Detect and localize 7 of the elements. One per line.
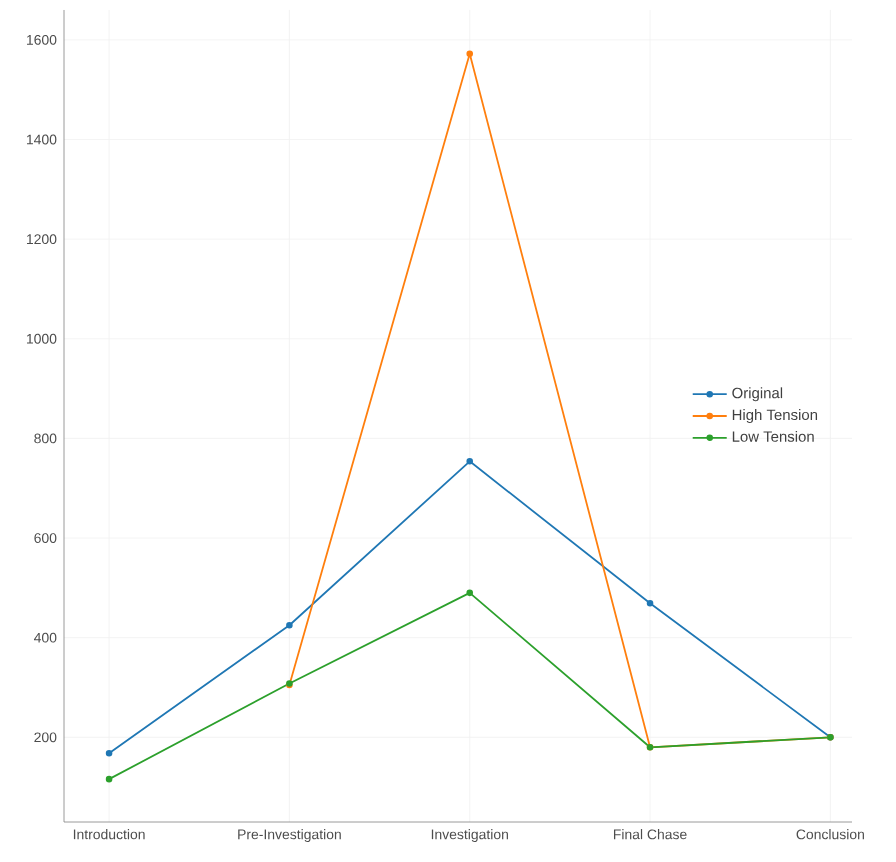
- point: [466, 458, 474, 465]
- point: [105, 775, 113, 783]
- point: [105, 749, 113, 757]
- point: [646, 600, 654, 607]
- point: [466, 589, 474, 597]
- point: [466, 50, 474, 58]
- point: [286, 621, 293, 629]
